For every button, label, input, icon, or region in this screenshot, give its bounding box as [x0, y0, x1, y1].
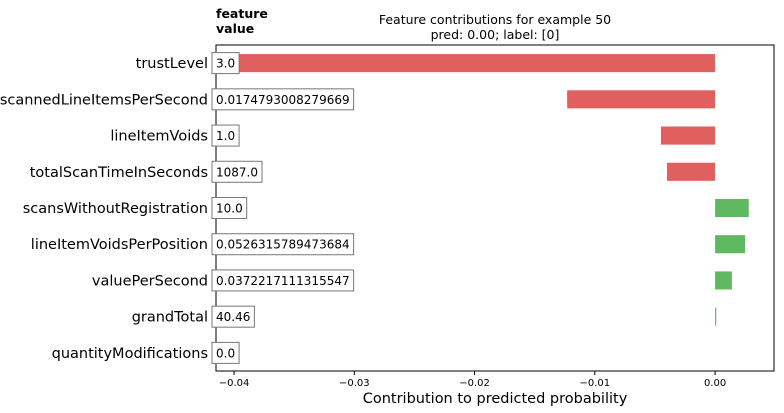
x-tick-label: −0.01 — [579, 378, 610, 389]
bars-group — [236, 54, 749, 326]
feature-value-header-line1: feature — [216, 6, 268, 21]
bar-scansWithoutRegistration — [715, 198, 749, 218]
feature-labels-group: trustLevel scannedLineItemsPerSecond lineI… — [0, 56, 208, 362]
chart-subtitle: pred: 0.00; label: [0] — [431, 27, 560, 42]
x-axis-label: Contribution to predicted probability — [363, 391, 628, 407]
feature-value-scannedLineItemsPerSecond: 0.0174793008279669 — [216, 93, 350, 107]
feature-value-lineItemVoids: 1.0 — [216, 129, 235, 143]
chart-title: Feature contributions for example 50 — [379, 12, 611, 27]
feature-value-box-scannedLineItemsPerSecond — [211, 88, 355, 111]
bar-lineItemVoids — [660, 126, 716, 145]
feature-value-header-line2: value — [216, 21, 254, 36]
x-tick-label: −0.03 — [339, 378, 370, 389]
feature-label-totalScanTimeInSeconds: totalScanTimeInSeconds — [30, 165, 208, 181]
feature-value-valuePerSecond: 0.0372217111315547 — [216, 274, 350, 288]
feature-value-box-valuePerSecond — [211, 269, 355, 292]
bar-lineItemVoidsPerPosition — [715, 235, 746, 254]
feature-value-lineItemVoidsPerPosition: 0.0526315789473684 — [216, 238, 350, 252]
bar-trustLevel — [236, 54, 716, 73]
bar-valuePerSecond — [715, 271, 732, 290]
bar-grandTotal — [715, 307, 717, 326]
feature-value-quantityModifications: 0.0 — [216, 346, 235, 360]
feature-value-box-grandTotal — [211, 305, 255, 328]
feature-value-grandTotal: 40.46 — [216, 310, 250, 324]
feature-value-box-lineItemVoidsPerPosition — [211, 233, 355, 256]
feature-value-box-lineItemVoids — [211, 124, 240, 147]
feature-value-box-scansWithoutRegistration — [211, 197, 248, 219]
feature-label-lineItemVoids: lineItemVoids — [110, 129, 208, 145]
feature-label-scannedLineItemsPerSecond: scannedLineItemsPerSecond — [0, 92, 208, 108]
x-tick-label: −0.04 — [219, 378, 250, 389]
feature-value-box-trustLevel — [211, 52, 240, 75]
bar-totalScanTimeInSeconds — [666, 162, 716, 181]
feature-label-valuePerSecond: valuePerSecond — [92, 273, 208, 289]
feature-value-box-totalScanTimeInSeconds — [211, 160, 263, 183]
feature-value-trustLevel: 3.0 — [216, 57, 235, 71]
feature-label-grandTotal: grandTotal — [132, 310, 208, 326]
feature-value-totalScanTimeInSeconds: 1087.0 — [216, 165, 258, 179]
x-tick-label: −0.02 — [459, 378, 490, 389]
feature-label-quantityModifications: quantityModifications — [52, 346, 208, 362]
feature-value-scansWithoutRegistration: 10.0 — [216, 202, 243, 216]
x-axis-ticks-group: −0.04 −0.03 −0.02 −0.01 0.00 — [219, 371, 726, 389]
feature-label-lineItemVoidsPerPosition: lineItemVoidsPerPosition — [31, 237, 208, 253]
feature-value-box-quantityModifications — [211, 341, 240, 364]
feature-values-group: 3.0 0.0174793008279669 1.0 1087.0 10.0 0.0526… — [211, 52, 355, 364]
feature-label-scansWithoutRegistration: scansWithoutRegistration — [23, 201, 208, 217]
feature-label-trustLevel: trustLevel — [136, 56, 208, 72]
x-tick-label: 0.00 — [704, 378, 726, 389]
bar-scannedLineItemsPerSecond — [567, 90, 716, 109]
